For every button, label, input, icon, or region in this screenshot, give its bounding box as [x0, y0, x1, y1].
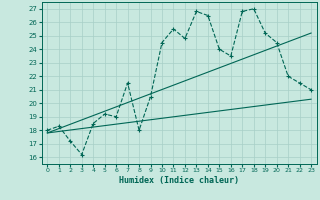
X-axis label: Humidex (Indice chaleur): Humidex (Indice chaleur) [119, 176, 239, 185]
